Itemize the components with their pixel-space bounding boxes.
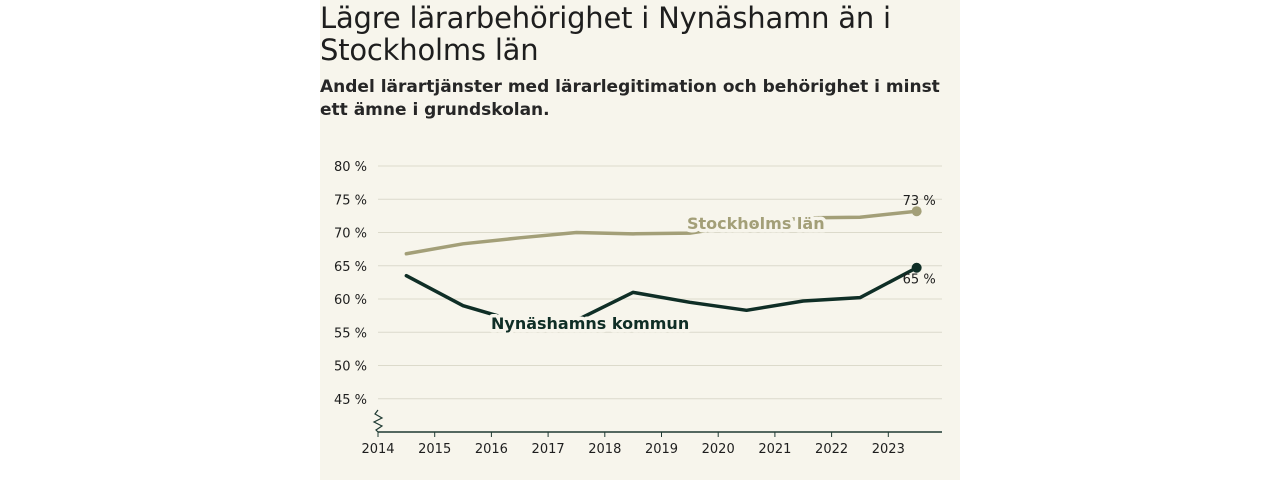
end-point-stockholm (911, 206, 922, 217)
series-label-nynashamn: Nynäshamns kommun (491, 314, 689, 333)
end-point-nynashamn (911, 262, 922, 273)
series-line-nynashamn (404, 265, 919, 325)
chart-panel: Lägre lärarbehörighet i Nynäshamn än i S… (320, 0, 960, 480)
series-lines (404, 206, 922, 325)
line-chart: 45 %50 %55 %60 %65 %70 %75 %80 % 2014 201… (334, 160, 942, 457)
x-tick-label: 2022 (815, 442, 848, 457)
x-tick-label: 2020 (702, 442, 735, 457)
y-tick-label: 60 % (334, 293, 367, 308)
x-tick-label: 2019 (645, 442, 678, 457)
y-tick-label: 50 % (334, 360, 367, 375)
end-label-nynashamn: 65 % (903, 273, 936, 288)
x-axis-ticks: 2014 2015 2016 2017 2018 2019 2020 2021 2022 2023 (361, 432, 905, 457)
y-tick-label: 70 % (334, 227, 367, 242)
x-tick-label: 2016 (475, 442, 508, 457)
y-tick-label: 80 % (334, 160, 367, 175)
x-tick-label: 2015 (418, 442, 451, 457)
y-tick-label: 55 % (334, 326, 367, 341)
x-tick-label: 2021 (758, 442, 791, 457)
axis-break-icon (372, 409, 384, 433)
y-axis-ticks: 45 % 50 % 55 % 60 % 65 % 70 % 75 % 80 % (334, 160, 367, 408)
x-tick-label: 2023 (872, 442, 905, 457)
chart-title: Lägre lärarbehörighet i Nynäshamn än i S… (320, 1, 891, 67)
y-tick-label: 75 % (334, 193, 367, 208)
x-tick-label: 2018 (588, 442, 621, 457)
x-tick-label: 2017 (532, 442, 565, 457)
x-tick-label: 2014 (361, 442, 394, 457)
end-label-stockholm: 73 % (903, 194, 936, 209)
data-labels: Stockholms län Nynäshamns kommun 73 % 65 % (488, 194, 936, 336)
x-axis (372, 409, 942, 433)
y-tick-label: 65 % (334, 260, 367, 275)
series-line-stockholm (404, 209, 919, 256)
chart-subtitle: Andel lärartjänster med lärarlegitimatio… (320, 77, 940, 120)
gridlines (378, 165, 942, 400)
y-tick-label: 45 % (334, 393, 367, 408)
series-label-stockholm: Stockholms län (687, 214, 825, 233)
